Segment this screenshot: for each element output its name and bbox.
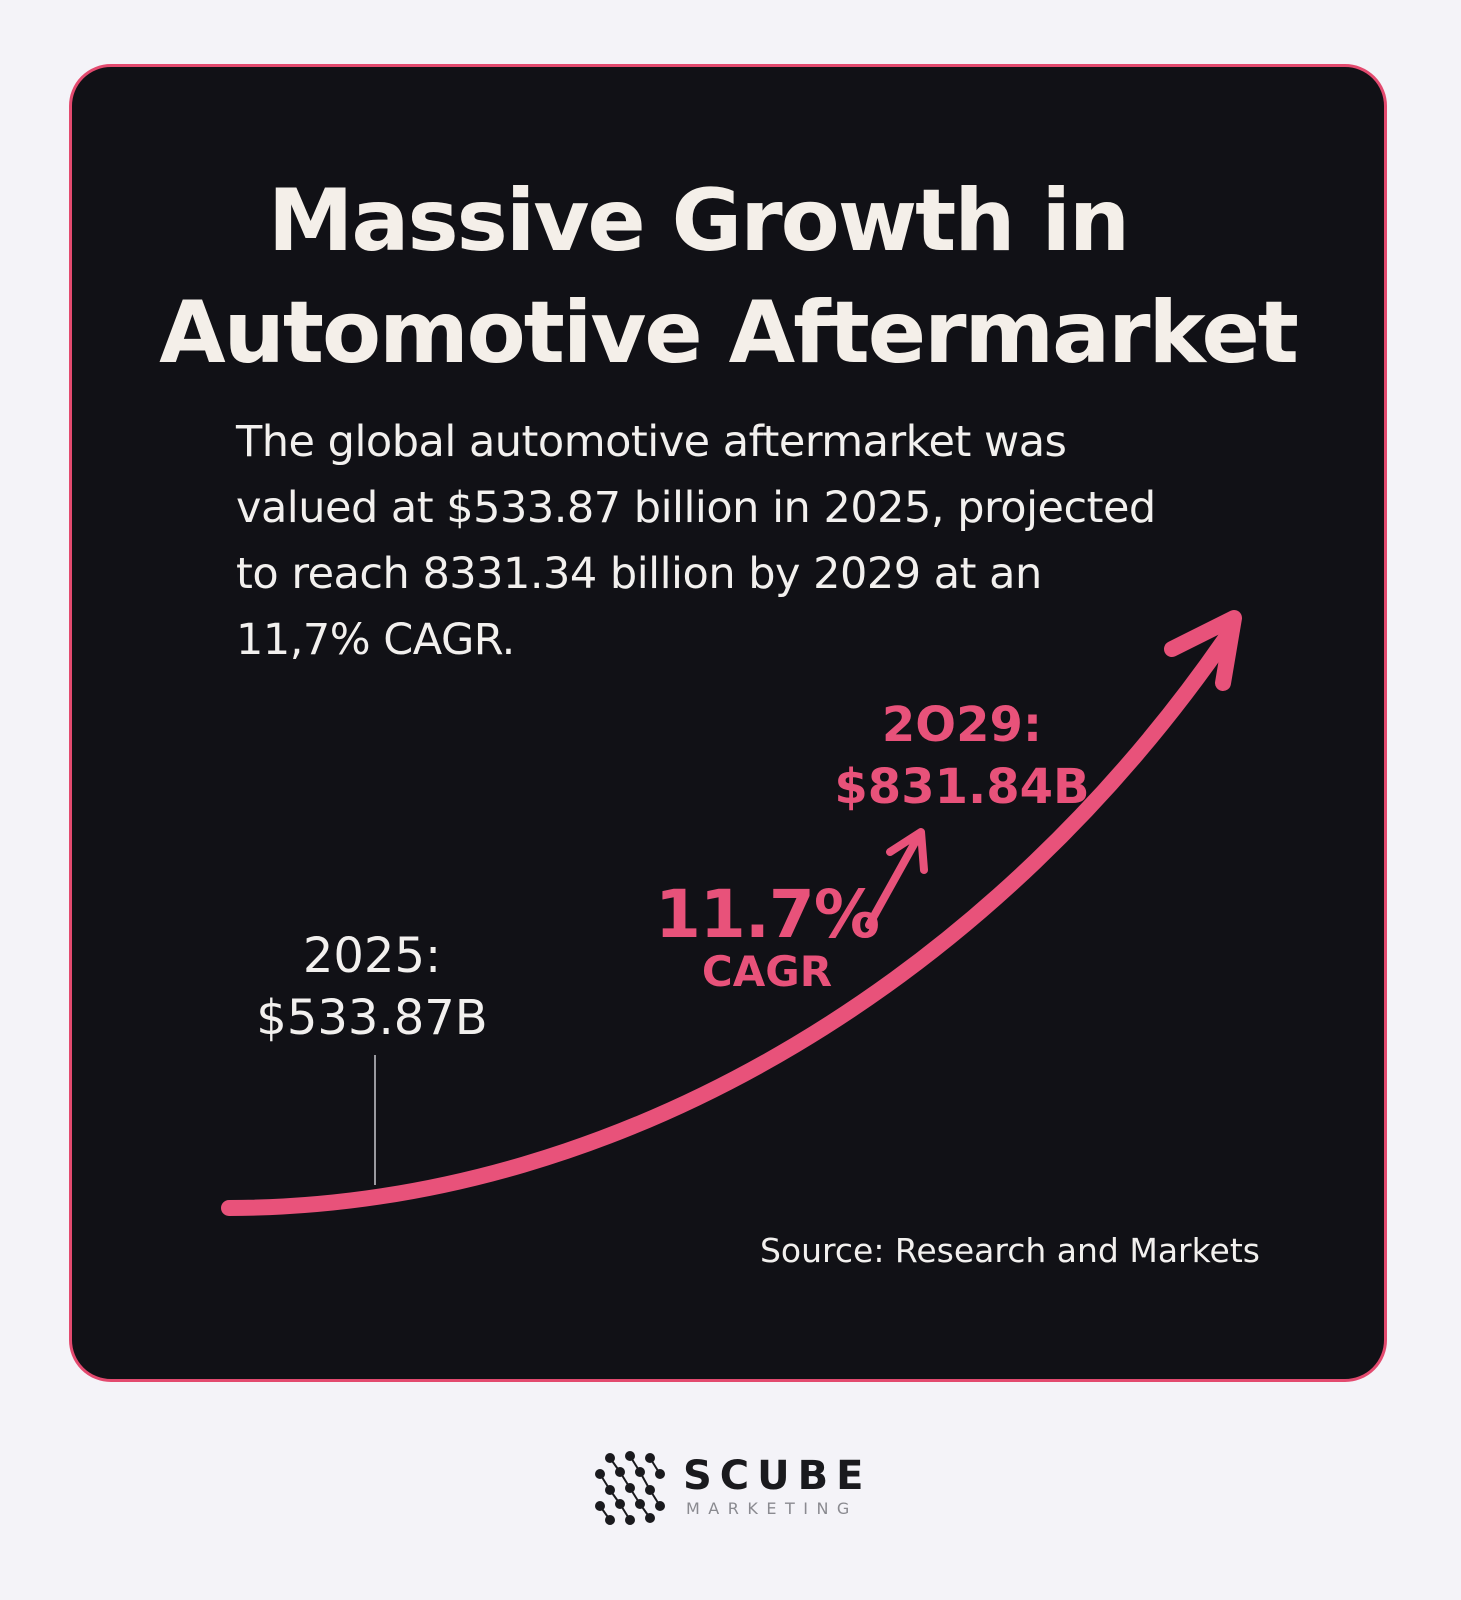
cagr-value: 11.7% [655,876,880,953]
growth-curve [221,621,1240,1216]
end-year: 2O29: [881,697,1043,753]
cagr-callout: 11.7% CAGR [652,881,882,995]
scube-logo-icon [595,1451,665,1525]
end-value: $831.84B [834,759,1090,815]
source-note: Source: Research and Markets [759,1231,1260,1270]
end-value-label: 2O29: $831.84B [772,694,1152,818]
description-line-1: The global automotive aftermarket was [236,417,1067,467]
page-title: Massive Growth in Automotive Aftermarket [72,165,1384,389]
cagr-label: CAGR [701,947,833,996]
title-line-2: Automotive Aftermarket [159,283,1299,383]
cagr-arrow-head [886,828,928,874]
description-line-2: valued at $533.87 billion in 2025, proje… [236,483,1156,533]
description: The global automotive aftermarket was va… [236,409,1276,673]
growth-curve-graphic [221,610,1242,1216]
description-line-3: to reach 8331.34 billion by 2029 at an [236,549,1042,599]
brand-name: SCUBE [683,1453,872,1499]
start-value-label: 2025: $533.87B [212,925,532,1049]
brand-logo: SCUBE MARKETING [590,1448,870,1528]
growth-arrow-head [1164,610,1242,691]
infographic-card: Massive Growth in Automotive Aftermarket… [69,64,1387,1382]
start-year: 2025: [302,928,442,984]
description-line-4: 11,7% CAGR. [236,615,515,665]
brand-subtitle: MARKETING [686,1499,858,1518]
cagr-arrow-shaft [865,833,922,929]
start-value: $533.87B [256,990,488,1046]
title-line-1: Massive Growth in [267,171,1130,271]
